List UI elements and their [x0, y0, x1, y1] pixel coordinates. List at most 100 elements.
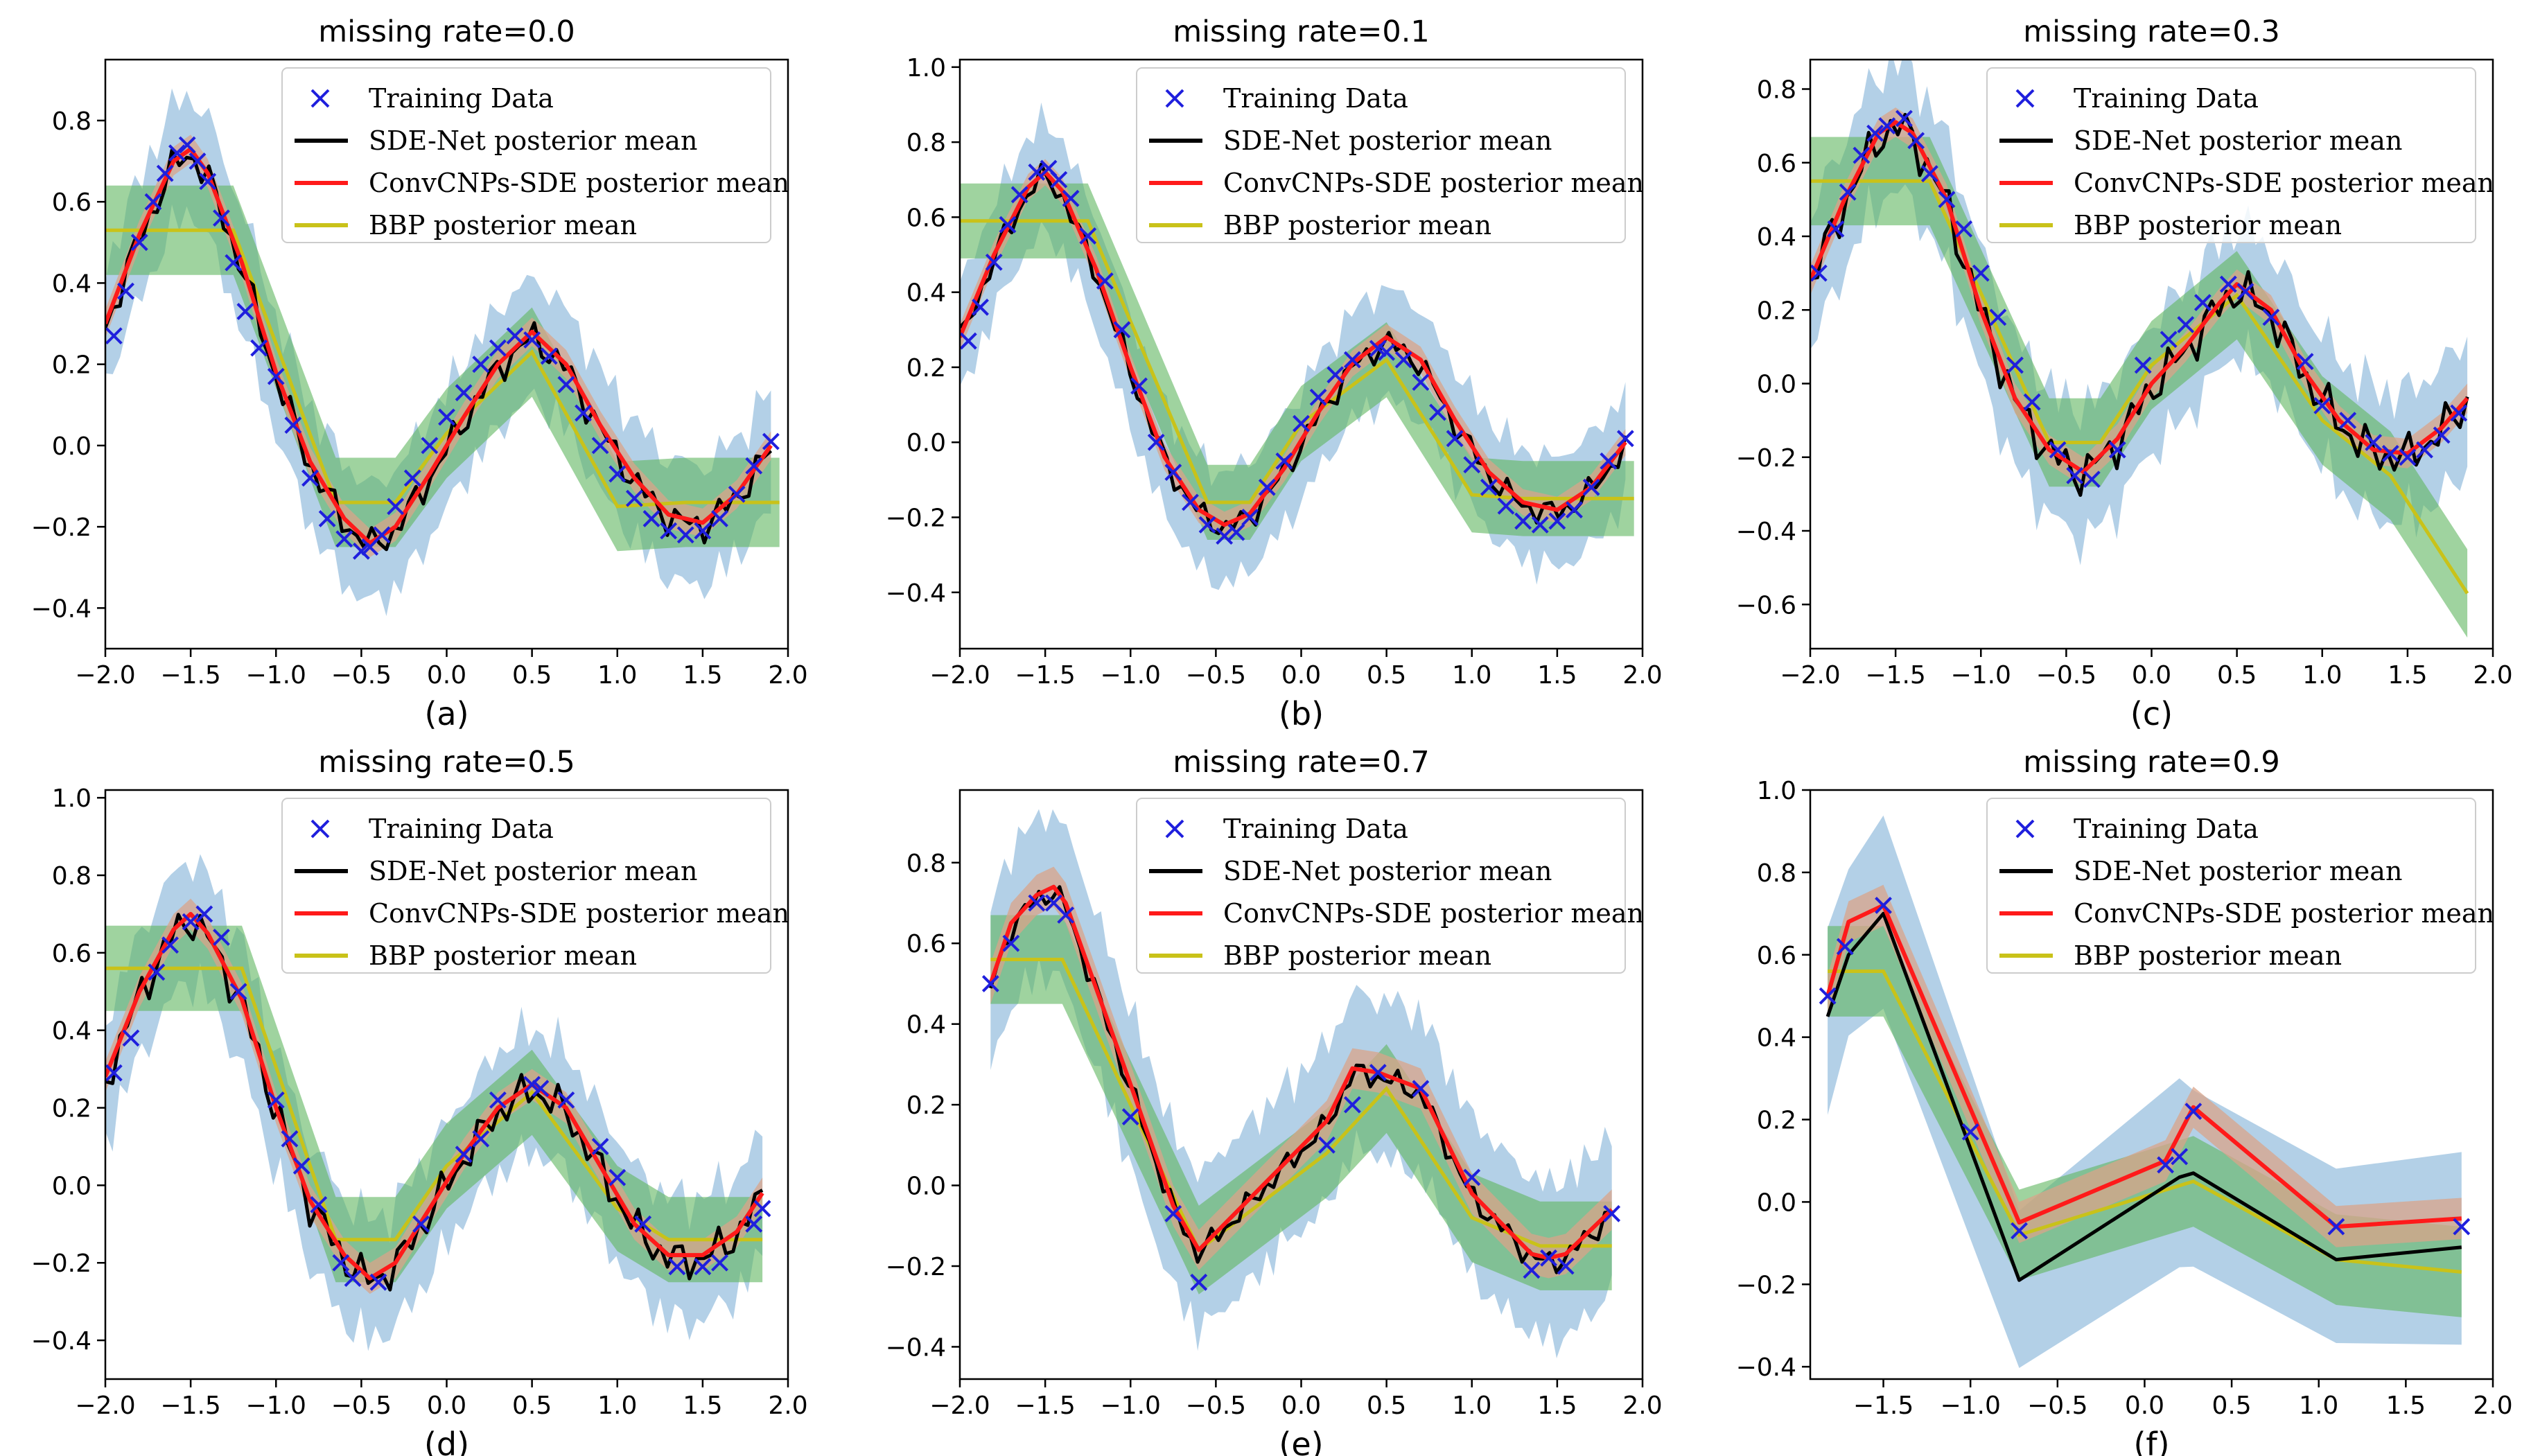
training-point: [1412, 374, 1430, 392]
training-points: [1819, 897, 2471, 1240]
training-point: [999, 216, 1017, 234]
training-point: [373, 526, 391, 544]
legend: Training Data SDE-Net posterior mean ConvC…: [1986, 798, 2494, 974]
training-point: [267, 367, 285, 385]
training-point: [2327, 1218, 2345, 1236]
training-point: [2365, 434, 2383, 451]
training-point: [1326, 366, 1345, 384]
training-point: [1010, 186, 1028, 204]
training-point: [105, 1064, 123, 1082]
legend: Training Data SDE-Net posterior mean ConvC…: [1136, 798, 1644, 974]
training-point: [557, 1091, 575, 1109]
x-tick-label: 0.5: [512, 661, 552, 690]
y-tick-label: 0.8: [52, 862, 91, 891]
training-point: [2171, 1148, 2189, 1166]
legend-box: [1986, 67, 2476, 243]
training-point: [344, 1270, 362, 1288]
training-point: [489, 1091, 507, 1109]
y-tick-label: −0.2: [31, 1249, 91, 1278]
training-point: [122, 1029, 140, 1047]
x-tick-label: 2.0: [1622, 1392, 1662, 1420]
panel-caption: (f): [2133, 1426, 2169, 1456]
y-tick-label: 0.4: [1757, 1024, 1796, 1053]
training-point: [1182, 493, 1199, 511]
training-point: [1113, 321, 1131, 339]
training-point: [229, 983, 247, 1001]
training-point: [281, 1130, 299, 1148]
x-tick-label: −2.0: [75, 1392, 135, 1420]
training-point: [1378, 343, 1396, 361]
training-points: [105, 136, 780, 560]
x-tick-label: −0.5: [1186, 661, 1246, 690]
training-point: [745, 457, 763, 475]
training-point: [178, 136, 196, 154]
conv-mean-line: [988, 884, 1613, 1261]
bbp-uncertainty-band: [990, 915, 1612, 1295]
training-point: [1540, 1249, 1557, 1267]
sde-mean-line: [960, 162, 1627, 536]
training-point: [1062, 189, 1080, 207]
y-tick-label: 0.8: [907, 850, 946, 878]
y-tick-label: 0.6: [52, 188, 91, 217]
plot-area: [105, 88, 780, 616]
x-tick-label: 1.0: [2302, 661, 2342, 690]
training-point: [387, 498, 405, 516]
training-point: [1216, 527, 1234, 545]
training-point: [1582, 478, 1600, 496]
training-point: [523, 331, 541, 349]
training-point: [532, 1080, 550, 1098]
training-point: [421, 437, 439, 455]
training-point: [523, 1076, 541, 1094]
y-tick-label: 0.6: [907, 930, 946, 958]
chart-panel-c: −2.0 −1.5 −1.0 −0.5 0.0 0.5 1.0 1.5 2.0 −0.6 −0.4 −…: [1736, 15, 2513, 733]
y-tick-label: 0.4: [907, 279, 946, 308]
chart-panel-f: −1.5 −1.0 −0.5 0.0 0.5 1.0 1.5 2.0 −0.4 −0.2 0.0 0.…: [1736, 745, 2513, 1456]
training-point: [284, 416, 302, 435]
training-point: [195, 905, 213, 923]
training-point: [438, 408, 455, 426]
legend-marker-x: [2015, 819, 2035, 839]
legend-sde-net: SDE-Net posterior mean: [1223, 856, 1552, 886]
x-tick-label: −0.5: [331, 1392, 392, 1420]
y-tick-label: 0.2: [1757, 1107, 1796, 1135]
training-point: [182, 913, 200, 931]
y-tick-label: −0.2: [886, 505, 946, 533]
x-tick-label: 0.5: [2212, 1392, 2251, 1420]
conv-uncertainty-band: [990, 866, 1612, 1279]
training-point: [1514, 512, 1532, 530]
training-point: [2313, 396, 2331, 414]
training-point: [1566, 501, 1583, 519]
x-tick-label: 1.0: [2299, 1392, 2338, 1420]
training-point: [2399, 448, 2417, 466]
training-point: [642, 509, 660, 527]
legend: Training Data SDE-Net posterior mean ConvC…: [281, 798, 789, 974]
x-tick-label: −1.0: [1101, 661, 1161, 690]
training-point: [1121, 1108, 1139, 1125]
y-tick-label: 0.2: [52, 1095, 91, 1123]
panel-caption: (e): [1279, 1426, 1323, 1456]
legend-training-data: Training Data: [369, 83, 554, 114]
x-tick-label: −2.0: [75, 661, 135, 690]
training-point: [2023, 393, 2041, 411]
x-tick-label: −1.0: [246, 661, 306, 690]
training-point: [1318, 1136, 1336, 1154]
training-point: [1600, 452, 1618, 470]
legend-box: [1986, 798, 2476, 974]
training-points: [960, 159, 1634, 545]
conv-mean-line: [960, 170, 1627, 527]
panel-title: missing rate=0.9: [2023, 745, 2280, 780]
panel-caption: (d): [424, 1426, 469, 1456]
x-tick-label: −1.5: [1853, 1392, 1914, 1420]
y-tick-label: −0.4: [1736, 518, 1796, 546]
training-point: [148, 963, 166, 981]
training-point: [168, 144, 186, 162]
training-point: [1548, 512, 1566, 530]
y-tick-label: 0.0: [52, 1172, 91, 1200]
legend-sde-net: SDE-Net posterior mean: [2074, 856, 2402, 886]
x-tick-label: 0.0: [1281, 661, 1321, 690]
training-point: [1164, 1204, 1182, 1222]
training-point: [1938, 191, 1956, 209]
legend-bbp: BBP posterior mean: [1223, 940, 1491, 971]
x-tick-label: −2.0: [1780, 661, 1840, 690]
y-tick-label: 0.4: [52, 270, 91, 298]
